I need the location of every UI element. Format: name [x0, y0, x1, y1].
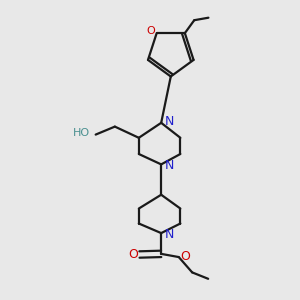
Text: O: O [147, 26, 155, 36]
Text: N: N [164, 159, 174, 172]
Text: HO: HO [73, 128, 90, 138]
Text: O: O [180, 250, 190, 263]
Text: O: O [128, 248, 138, 261]
Text: N: N [164, 228, 174, 241]
Text: N: N [164, 115, 174, 128]
